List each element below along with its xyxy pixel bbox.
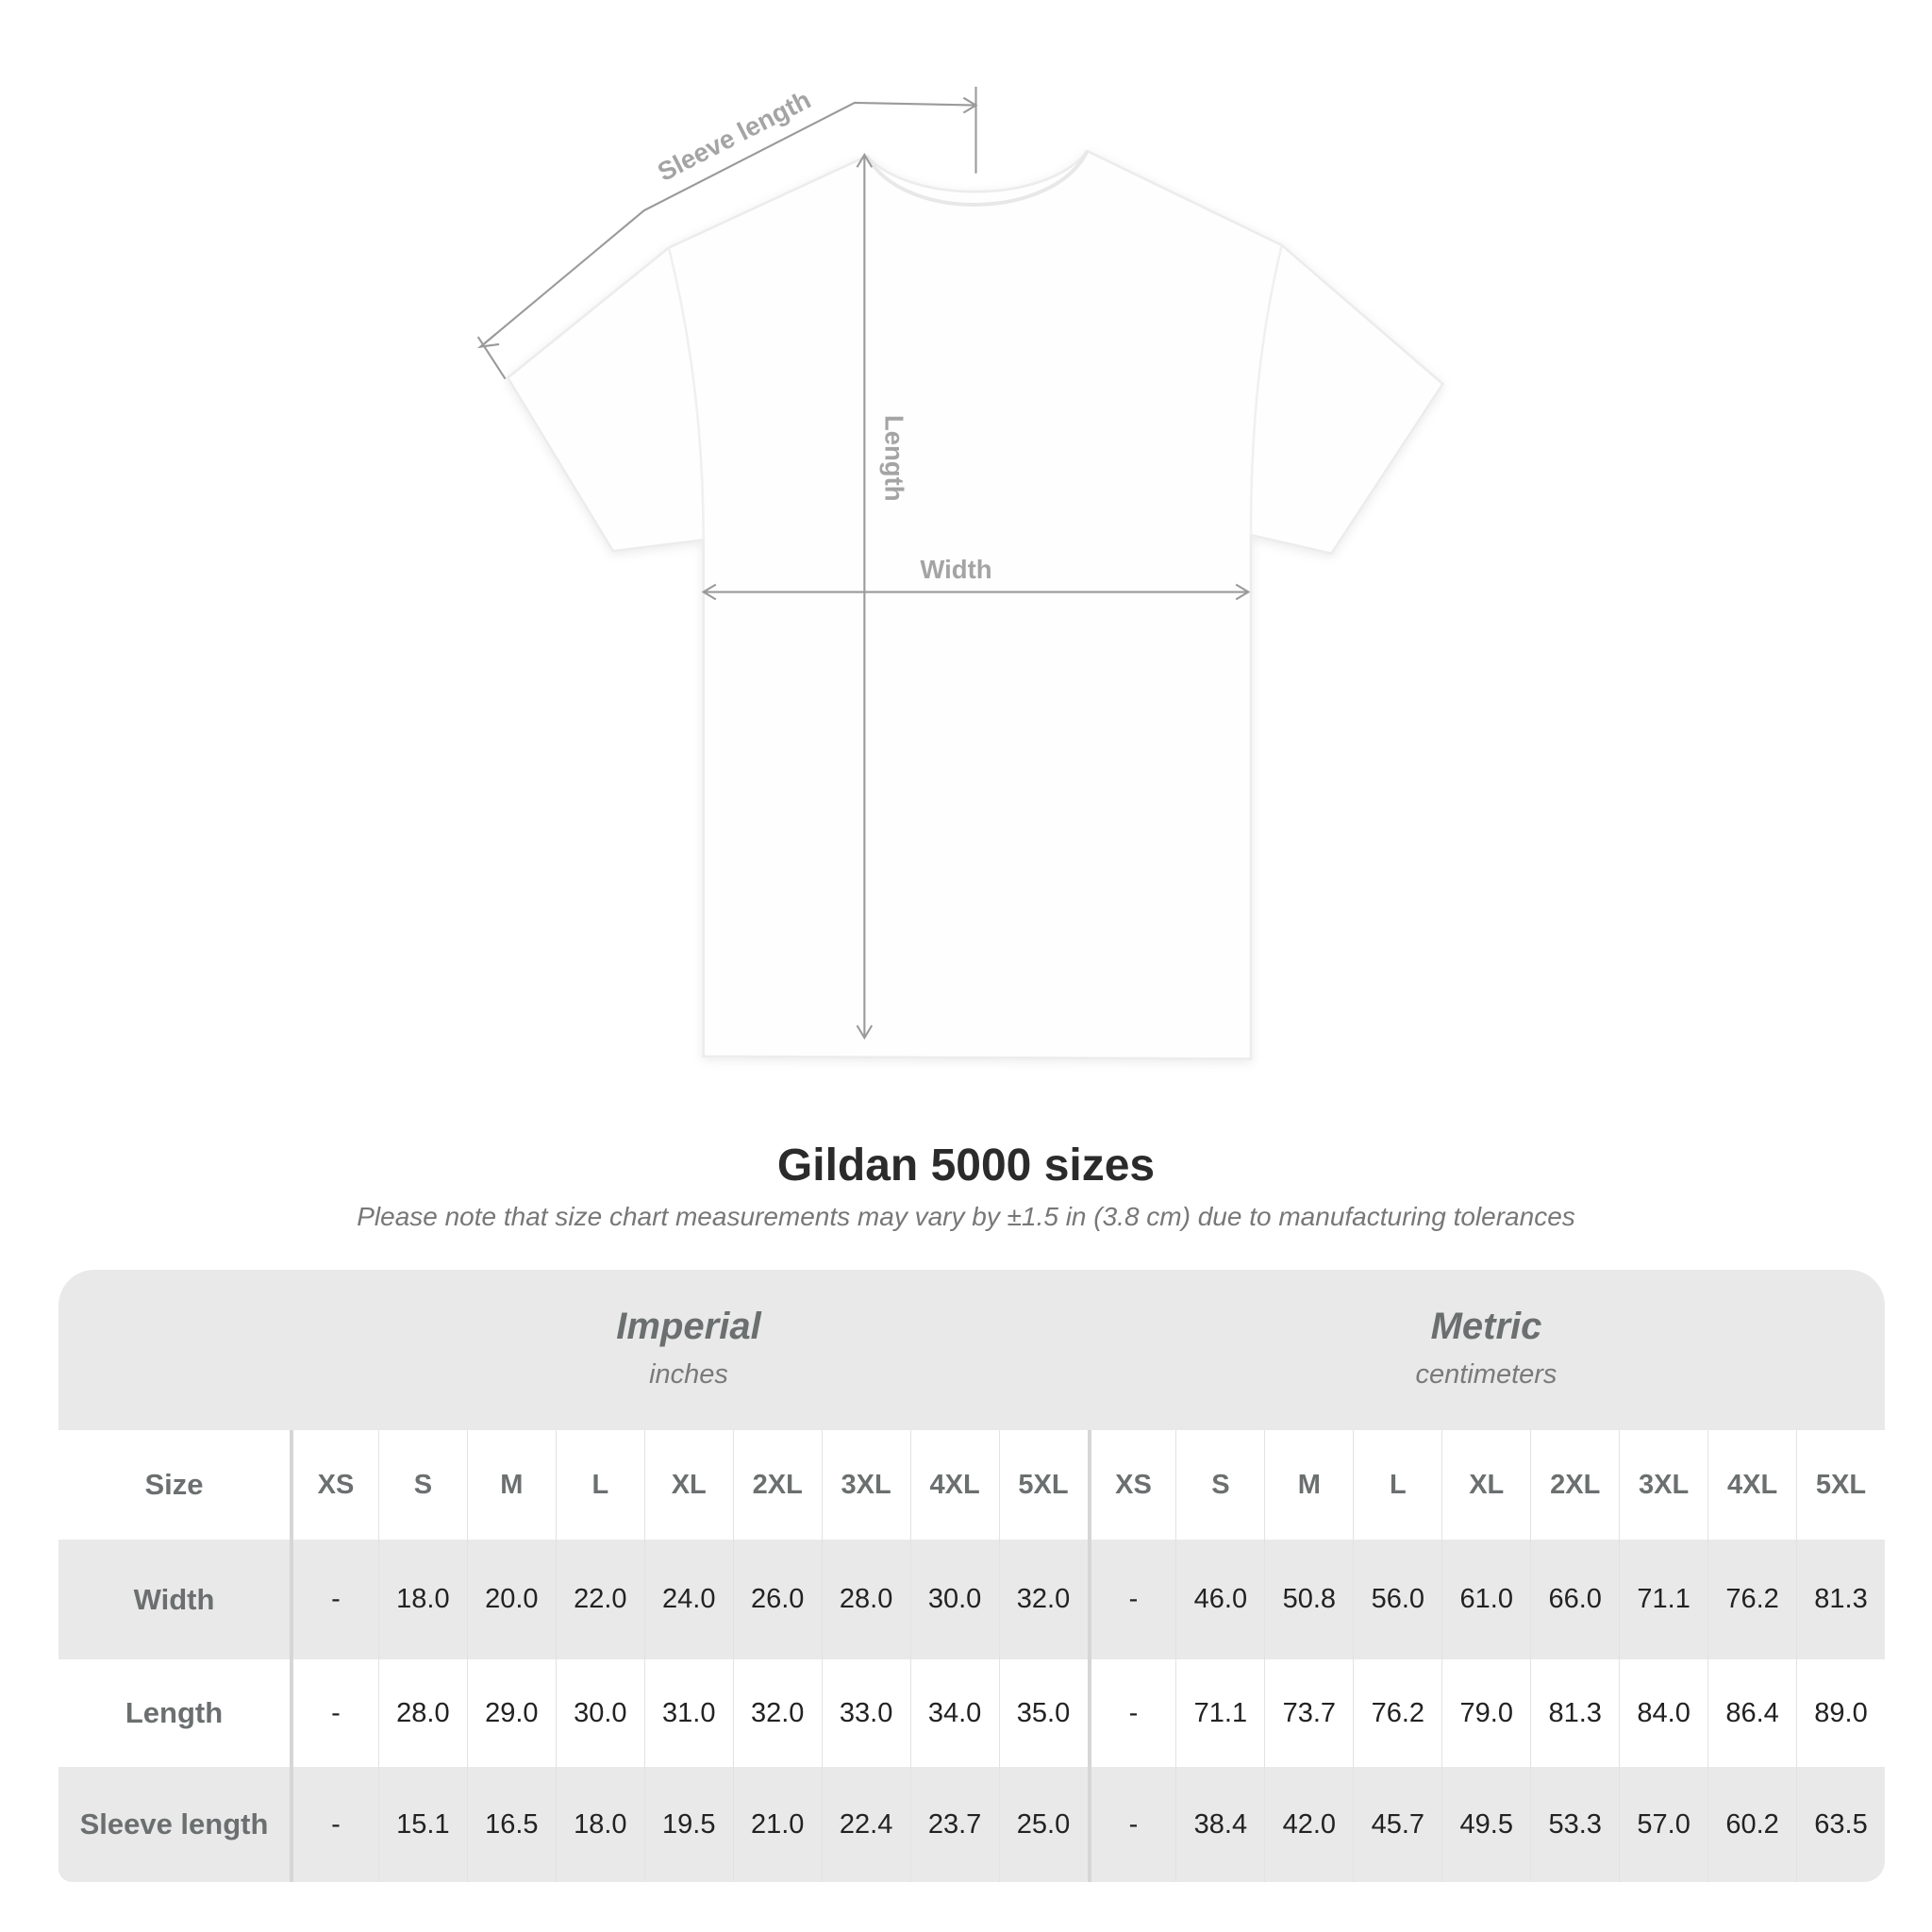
metric-value-cell: 76.2	[1353, 1659, 1441, 1767]
metric-size-header: 4XL	[1707, 1430, 1796, 1540]
metric-value-cell: 63.5	[1796, 1767, 1885, 1882]
imperial-size-header: XL	[643, 1430, 733, 1540]
row-label: Sleeve length	[79, 1807, 269, 1840]
size-chart-table: Imperial inches Metric centimeters Size X…	[58, 1270, 1885, 1882]
sleeve-length-line	[479, 101, 976, 348]
metric-size-header: 2XL	[1530, 1430, 1619, 1540]
metric-value-cell: 76.2	[1707, 1540, 1796, 1659]
imperial-value-cell: 18.0	[377, 1540, 467, 1659]
metric-value-cell: 53.3	[1530, 1767, 1619, 1882]
metric-value-cell: 46.0	[1175, 1540, 1264, 1659]
imperial-value-cell: 28.0	[821, 1540, 910, 1659]
metric-value-cell: 42.0	[1264, 1767, 1353, 1882]
metric-value-cell: 66.0	[1530, 1540, 1619, 1659]
metric-value-cell: 56.0	[1353, 1540, 1441, 1659]
size-header-row: Size XS S M L XL 2XL 3XL 4XL 5XL XS S M L XL 2XL 3XL 4XL 5…	[58, 1430, 1885, 1540]
table-row: Length -28.0 29.0 30.0 31.0 32.0 33.0 34.0 35.0-…	[58, 1659, 1885, 1767]
imperial-group-header: Imperial inches	[290, 1270, 1088, 1430]
imperial-value-cell: 22.0	[555, 1540, 644, 1659]
row-label: Length	[125, 1696, 224, 1729]
table-row: Width -18.0 20.0 22.0 24.0 26.0 28.0 30.0 32.0-4…	[58, 1540, 1885, 1659]
imperial-value-cell: -	[290, 1540, 378, 1659]
metric-value-cell: 81.3	[1796, 1540, 1885, 1659]
imperial-value-cell: 21.0	[732, 1767, 822, 1882]
metric-value-cell: 38.4	[1175, 1767, 1264, 1882]
metric-value-cell: 49.5	[1441, 1767, 1530, 1882]
imperial-value-cell: 25.0	[998, 1767, 1088, 1882]
metric-value-cell: 71.1	[1619, 1540, 1707, 1659]
metric-size-header: L	[1353, 1430, 1441, 1540]
imperial-value-cell: 32.0	[732, 1659, 822, 1767]
measurement-lines	[476, 86, 1251, 1041]
size-row-label: Size	[144, 1468, 204, 1501]
width-label: Width	[920, 555, 991, 584]
imperial-size-header: 3XL	[821, 1430, 910, 1540]
imperial-size-header: L	[555, 1430, 644, 1540]
imperial-value-cell: 29.0	[466, 1659, 556, 1767]
imperial-value-cell: 19.5	[643, 1767, 733, 1882]
metric-value-cell: 81.3	[1530, 1659, 1619, 1767]
imperial-value-cell: 34.0	[909, 1659, 999, 1767]
imperial-value-cell: -	[290, 1767, 378, 1882]
metric-size-header: 5XL	[1796, 1430, 1885, 1540]
imperial-size-header: M	[466, 1430, 556, 1540]
imperial-size-header: S	[377, 1430, 467, 1540]
metric-value-cell: 86.4	[1707, 1659, 1796, 1767]
imperial-value-cell: 22.4	[821, 1767, 910, 1882]
metric-value-cell: 50.8	[1264, 1540, 1353, 1659]
metric-group-header: Metric centimeters	[1088, 1270, 1885, 1430]
imperial-value-cell: 31.0	[643, 1659, 733, 1767]
metric-value-cell: -	[1087, 1767, 1176, 1882]
tshirt-shape	[506, 149, 1445, 1060]
metric-value-cell: -	[1087, 1659, 1176, 1767]
metric-value-cell: 45.7	[1353, 1767, 1441, 1882]
metric-value-cell: 79.0	[1441, 1659, 1530, 1767]
imperial-value-cell: 15.1	[377, 1767, 467, 1882]
metric-unit: centimeters	[1415, 1359, 1557, 1390]
imperial-value-cell: 18.0	[555, 1767, 644, 1882]
imperial-size-header: 4XL	[909, 1430, 999, 1540]
imperial-size-header: XS	[290, 1430, 378, 1540]
imperial-value-cell: 32.0	[998, 1540, 1088, 1659]
imperial-value-cell: 30.0	[909, 1540, 999, 1659]
metric-value-cell: 71.1	[1175, 1659, 1264, 1767]
tolerance-note: Please note that size chart measurements…	[357, 1202, 1575, 1231]
imperial-value-cell: 35.0	[998, 1659, 1088, 1767]
metric-size-header: M	[1264, 1430, 1353, 1540]
table-row: Sleeve length -15.1 16.5 18.0 19.5 21.0 22.4 23…	[58, 1767, 1885, 1882]
imperial-size-header: 2XL	[732, 1430, 822, 1540]
imperial-value-cell: 28.0	[377, 1659, 467, 1767]
imperial-value-cell: 24.0	[643, 1540, 733, 1659]
metric-value-cell: 84.0	[1619, 1659, 1707, 1767]
collar	[865, 150, 1090, 207]
table-header-band	[58, 1270, 1885, 1430]
imperial-value-cell: 16.5	[466, 1767, 556, 1882]
metric-value-cell: 60.2	[1707, 1767, 1796, 1882]
metric-size-header: 3XL	[1619, 1430, 1707, 1540]
metric-size-header: XS	[1087, 1430, 1176, 1540]
metric-heading: Metric	[1430, 1306, 1542, 1347]
imperial-value-cell: 23.7	[909, 1767, 999, 1882]
metric-value-cell: 61.0	[1441, 1540, 1530, 1659]
imperial-value-cell: 26.0	[732, 1540, 822, 1659]
imperial-heading: Imperial	[616, 1306, 761, 1347]
metric-size-header: XL	[1441, 1430, 1530, 1540]
imperial-unit: inches	[649, 1359, 728, 1390]
metric-value-cell: 57.0	[1619, 1767, 1707, 1882]
metric-value-cell: 73.7	[1264, 1659, 1353, 1767]
imperial-value-cell: 33.0	[821, 1659, 910, 1767]
imperial-value-cell: 20.0	[466, 1540, 556, 1659]
imperial-size-header: 5XL	[998, 1430, 1088, 1540]
metric-size-header: S	[1175, 1430, 1264, 1540]
imperial-value-cell: 30.0	[555, 1659, 644, 1767]
imperial-value-cell: -	[290, 1659, 378, 1767]
metric-value-cell: -	[1087, 1540, 1176, 1659]
length-label: Length	[880, 415, 909, 502]
row-label: Width	[133, 1582, 215, 1616]
metric-value-cell: 89.0	[1796, 1659, 1885, 1767]
page-title: Gildan 5000 sizes	[776, 1141, 1156, 1191]
